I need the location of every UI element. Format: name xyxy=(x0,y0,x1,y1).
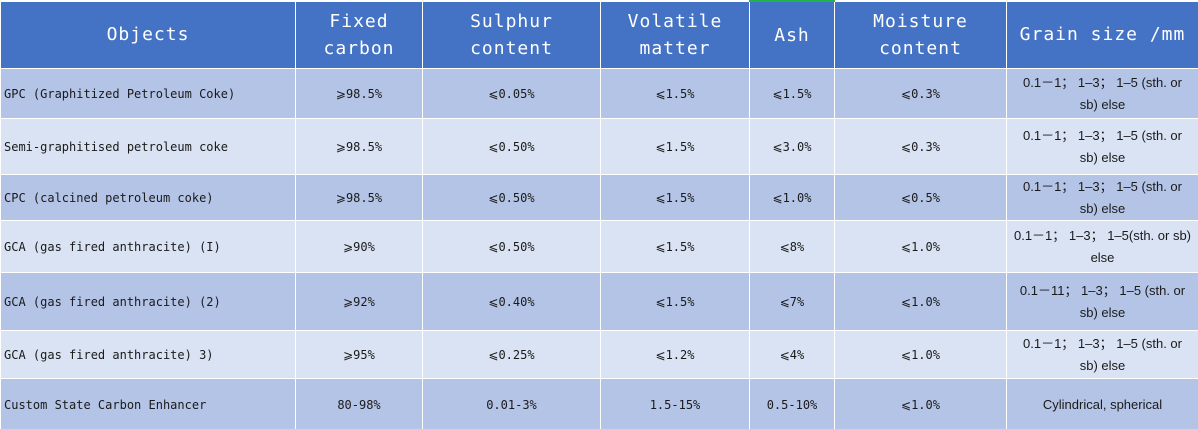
cell-volatile: ⩽1.5% xyxy=(600,272,750,331)
cell-grain-size: Cylindrical, spherical xyxy=(1006,378,1198,429)
cell-ash: ⩽7% xyxy=(749,272,835,331)
header-ash: Ash xyxy=(749,0,835,69)
cell-volatile: 1.5-15% xyxy=(600,378,750,429)
cell-object: GPC (Graphitized Petroleum Coke) xyxy=(0,68,296,119)
header-volatile: Volatile matter xyxy=(600,0,750,69)
table-row: Custom State Carbon Enhancer 80-98% 0.01… xyxy=(0,378,1198,429)
header-objects: Objects xyxy=(0,0,296,69)
cell-object: GCA (gas fired anthracite) 3) xyxy=(0,330,296,379)
cell-sulphur: ⩽0.40% xyxy=(422,272,601,331)
cell-ash: 0.5-10% xyxy=(749,378,835,429)
header-row: Objects Fixed carbon Sulphur content Vol… xyxy=(0,0,1198,69)
cell-object: GCA (gas fired anthracite) (I) xyxy=(0,220,296,273)
table-row: Semi-graphitised petroleum coke ⩾98.5% ⩽… xyxy=(0,118,1198,175)
cell-volatile: ⩽1.5% xyxy=(600,68,750,119)
cell-ash: ⩽4% xyxy=(749,330,835,379)
cell-ash: ⩽8% xyxy=(749,220,835,273)
cell-fixed-carbon: ⩾98.5% xyxy=(295,174,423,221)
cell-fixed-carbon: ⩾92% xyxy=(295,272,423,331)
cell-sulphur: ⩽0.50% xyxy=(422,220,601,273)
cell-sulphur: ⩽0.05% xyxy=(422,68,601,119)
cell-object: Semi-graphitised petroleum coke xyxy=(0,118,296,175)
cell-ash: ⩽1.5% xyxy=(749,68,835,119)
table-row: GCA (gas fired anthracite) (2) ⩾92% ⩽0.4… xyxy=(0,272,1198,331)
cell-grain-size: 0.1－11； 1–3； 1–5 (sth. or sb) else xyxy=(1006,272,1198,331)
cell-moisture: ⩽1.0% xyxy=(834,378,1007,429)
table-row: GCA (gas fired anthracite) 3) ⩾95% ⩽0.25… xyxy=(0,330,1198,379)
cell-sulphur: ⩽0.50% xyxy=(422,174,601,221)
cell-moisture: ⩽1.0% xyxy=(834,272,1007,331)
cell-ash: ⩽3.0% xyxy=(749,118,835,175)
header-fixed-carbon: Fixed carbon xyxy=(295,0,423,69)
header-sulphur: Sulphur content xyxy=(422,0,601,69)
cell-moisture: ⩽1.0% xyxy=(834,330,1007,379)
cell-moisture: ⩽0.5% xyxy=(834,174,1007,221)
cell-grain-size: 0.1－1； 1–3； 1–5 (sth. or sb) else xyxy=(1006,118,1198,175)
table-row: CPC (calcined petroleum coke) ⩾98.5% ⩽0.… xyxy=(0,174,1198,221)
cell-sulphur: ⩽0.25% xyxy=(422,330,601,379)
table-row: GPC (Graphitized Petroleum Coke) ⩾98.5% … xyxy=(0,68,1198,119)
cell-fixed-carbon: ⩾95% xyxy=(295,330,423,379)
table-row: GCA (gas fired anthracite) (I) ⩾90% ⩽0.5… xyxy=(0,220,1198,273)
header-grain-size: Grain size /mm xyxy=(1006,0,1198,69)
cell-object: GCA (gas fired anthracite) (2) xyxy=(0,272,296,331)
cell-moisture: ⩽0.3% xyxy=(834,118,1007,175)
cell-grain-size: 0.1－1； 1–3； 1–5(sth. or sb) else xyxy=(1006,220,1198,273)
cell-volatile: ⩽1.2% xyxy=(600,330,750,379)
cell-moisture: ⩽0.3% xyxy=(834,68,1007,119)
cell-sulphur: 0.01-3% xyxy=(422,378,601,429)
cell-volatile: ⩽1.5% xyxy=(600,220,750,273)
cell-grain-size: 0.1－1； 1–3； 1–5 (sth. or sb) else xyxy=(1006,68,1198,119)
cell-grain-size: 0.1－1； 1–3； 1–5 (sth. or sb) else xyxy=(1006,330,1198,379)
cell-ash: ⩽1.0% xyxy=(749,174,835,221)
cell-object: CPC (calcined petroleum coke) xyxy=(0,174,296,221)
cell-grain-size: 0.1－1； 1–3； 1–5 (sth. or sb) else xyxy=(1006,174,1198,221)
cell-fixed-carbon: 80-98% xyxy=(295,378,423,429)
cell-volatile: ⩽1.5% xyxy=(600,174,750,221)
cell-object: Custom State Carbon Enhancer xyxy=(0,378,296,429)
cell-sulphur: ⩽0.50% xyxy=(422,118,601,175)
header-moisture: Moisture content xyxy=(834,0,1007,69)
cell-fixed-carbon: ⩾98.5% xyxy=(295,68,423,119)
cell-fixed-carbon: ⩾90% xyxy=(295,220,423,273)
cell-volatile: ⩽1.5% xyxy=(600,118,750,175)
cell-moisture: ⩽1.0% xyxy=(834,220,1007,273)
cell-fixed-carbon: ⩾98.5% xyxy=(295,118,423,175)
